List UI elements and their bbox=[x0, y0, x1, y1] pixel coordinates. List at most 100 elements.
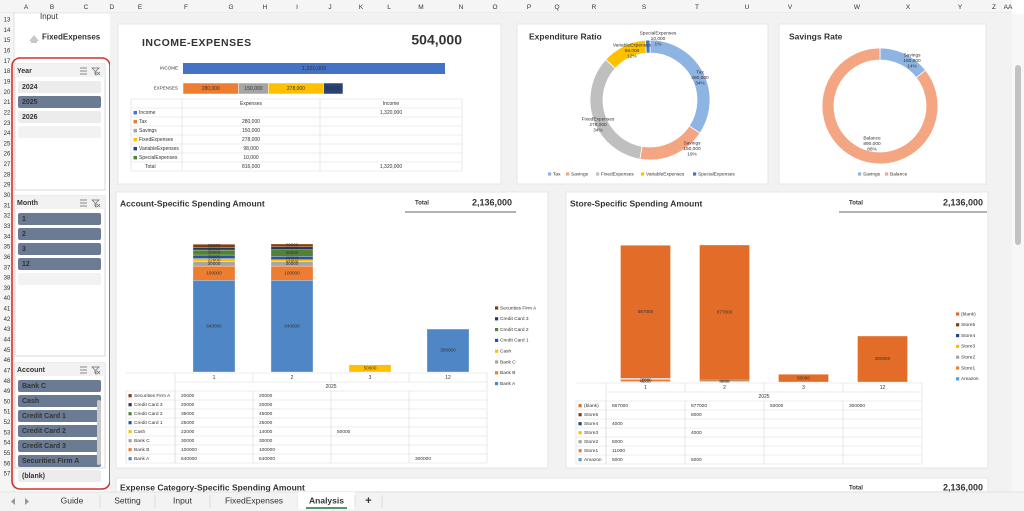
table-cell: 30000 bbox=[259, 438, 273, 444]
sheet-tab[interactable]: Setting bbox=[114, 495, 141, 505]
table-cell: 150,000 bbox=[242, 128, 260, 134]
table-cell: 98,000 bbox=[243, 146, 259, 152]
sheet-tab[interactable]: Guide bbox=[61, 495, 84, 505]
legend-swatch bbox=[128, 412, 132, 416]
legend-label: Cash bbox=[500, 348, 512, 354]
table-cell: 25000 bbox=[259, 420, 273, 426]
slicer-multiselect-icon[interactable] bbox=[80, 366, 87, 374]
total-label: Total bbox=[849, 486, 863, 492]
stacked-bar-segment bbox=[192, 280, 236, 373]
legend-swatch bbox=[495, 338, 499, 342]
slicer-item-label: 2026 bbox=[22, 114, 38, 121]
row-header: 45 bbox=[4, 348, 11, 354]
slicer-item-label: 1 bbox=[22, 216, 26, 223]
legend-label: Credit Card 3 bbox=[500, 316, 529, 322]
slicer-item-label: Securities Firm A bbox=[22, 458, 79, 465]
legend-swatch bbox=[578, 440, 582, 444]
donut-segment bbox=[821, 47, 939, 165]
legend-swatch bbox=[956, 366, 960, 370]
column-header: H bbox=[263, 4, 268, 11]
expense-bar-label: 98,000 bbox=[326, 86, 342, 92]
bar-data-label: 50000 bbox=[797, 375, 810, 380]
category-label: 12 bbox=[445, 375, 451, 381]
legend-swatch bbox=[495, 360, 499, 364]
table-cell: 10,000 bbox=[243, 155, 259, 161]
slicer-item-label: Bank C bbox=[22, 383, 46, 390]
row-header: 22 bbox=[4, 110, 11, 116]
table-row-label: Store5 bbox=[584, 412, 598, 418]
legend-label: (blank) bbox=[961, 311, 976, 317]
expense-bar bbox=[323, 82, 344, 95]
column-header: P bbox=[527, 4, 531, 11]
donut-label: 86% bbox=[867, 146, 877, 152]
row-header: 43 bbox=[4, 327, 11, 333]
legend-swatch bbox=[956, 312, 960, 316]
legend-swatch bbox=[133, 155, 137, 160]
slicer-clear-icon[interactable] bbox=[91, 199, 101, 208]
column-header: L bbox=[387, 4, 391, 11]
slicer-clear-icon[interactable] bbox=[91, 67, 101, 76]
stacked-bar-segment bbox=[348, 364, 392, 373]
legend-label: Credit Card 1 bbox=[500, 338, 529, 344]
slicer-scrollbar bbox=[97, 400, 101, 465]
row-header: 28 bbox=[4, 172, 11, 178]
bar-data-label: 30000 bbox=[208, 261, 221, 266]
row-header: 18 bbox=[4, 69, 11, 75]
table-cell: 280,000 bbox=[242, 119, 260, 125]
donut-label: 14% bbox=[907, 63, 917, 69]
legend-label: Store5 bbox=[961, 322, 975, 328]
tab-nav-next[interactable] bbox=[25, 498, 29, 505]
row-header: 29 bbox=[4, 183, 11, 189]
table-cell: 14000 bbox=[259, 429, 273, 435]
sheet-tab[interactable]: FixedExpenses bbox=[225, 495, 283, 505]
slicer-multiselect-icon[interactable] bbox=[80, 67, 87, 75]
table-cell: 300000 bbox=[415, 456, 431, 462]
panel-title: Account-Specific Spending Amount bbox=[120, 198, 265, 208]
table-row-label: Amazon bbox=[584, 457, 602, 463]
bar-label: INCOME bbox=[160, 66, 178, 71]
bar-data-label: 20000 bbox=[208, 243, 221, 248]
bar-data-label: 25000 bbox=[286, 255, 299, 260]
stacked-bar-segment bbox=[192, 244, 236, 248]
table-row-label: Credit Card 2 bbox=[134, 411, 163, 417]
column-header: K bbox=[359, 4, 364, 11]
column-header: S bbox=[642, 4, 647, 11]
row-header: 37 bbox=[4, 265, 11, 271]
slicer-title: Account bbox=[17, 367, 46, 374]
bar-data-label: 20000 bbox=[286, 246, 299, 251]
slicer-item-label: 2025 bbox=[22, 99, 38, 106]
sheet-tab[interactable]: Input bbox=[173, 495, 193, 505]
donut-label: 34% bbox=[695, 80, 705, 86]
column-header: E bbox=[138, 4, 143, 11]
column-header: Z bbox=[992, 4, 996, 11]
table-cell: 8000 bbox=[691, 412, 702, 418]
legend-swatch bbox=[128, 430, 132, 434]
legend-swatch bbox=[495, 371, 499, 375]
sheet-tab[interactable]: + bbox=[365, 495, 371, 507]
legend-swatch bbox=[956, 323, 960, 327]
legend-swatch bbox=[578, 404, 582, 408]
table-cell: 35000 bbox=[181, 411, 195, 417]
slicer-clear-icon[interactable] bbox=[91, 366, 101, 375]
table-header: Expenses bbox=[240, 101, 262, 107]
table-cell: 11000 bbox=[612, 448, 625, 454]
sheet-tab[interactable]: Analysis bbox=[309, 495, 344, 505]
category-label: 3 bbox=[369, 375, 372, 381]
legend-swatch bbox=[693, 172, 697, 176]
tab-nav-prev[interactable] bbox=[11, 498, 15, 505]
column-header: X bbox=[906, 4, 911, 11]
bar-data-label: 45000 bbox=[286, 250, 299, 255]
table-cell: Tax bbox=[139, 119, 147, 125]
table-row-label: Store1 bbox=[584, 448, 598, 454]
slicer-multiselect-icon[interactable] bbox=[80, 199, 87, 207]
row-header: 26 bbox=[4, 152, 11, 158]
sheet-tab-active bbox=[298, 492, 355, 509]
column-header: R bbox=[592, 4, 597, 11]
total-label: Total bbox=[849, 201, 863, 207]
row-header: 40 bbox=[4, 296, 11, 302]
row-header: 23 bbox=[4, 121, 11, 127]
legend-swatch bbox=[578, 458, 582, 462]
row-header: 50 bbox=[4, 399, 11, 405]
row-header: 54 bbox=[4, 441, 11, 447]
nav-icon bbox=[29, 35, 39, 43]
